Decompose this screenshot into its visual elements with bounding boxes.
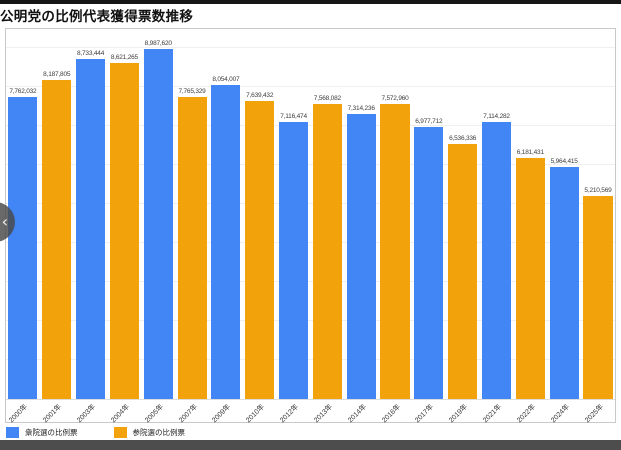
legend-swatch-icon xyxy=(113,427,127,438)
bar-slot: 7,572,960 xyxy=(378,29,412,399)
bar-slot: 7,568,082 xyxy=(310,29,344,399)
x-axis-tick-label: 2000年 xyxy=(8,403,30,425)
chart-card: 7,762,032 8,187,805 8,733,444 8,621,265 8,98… xyxy=(5,28,616,425)
x-axis-tick-label: 2013年 xyxy=(312,403,334,425)
gridline xyxy=(6,125,615,127)
bar-slot: 8,621,265 xyxy=(107,29,141,399)
gridline xyxy=(6,47,615,49)
gridline xyxy=(6,164,615,166)
bar-value-label: 7,572,960 xyxy=(381,95,409,103)
bar-value-label: 7,762,032 xyxy=(9,87,37,95)
x-axis-tick-label: 2010年 xyxy=(245,403,267,425)
legend: 衆院選の比例票 参院選の比例票 xyxy=(6,426,221,439)
bar-value-label: 7,116,474 xyxy=(280,112,307,120)
x-axis-tick-label: 2019年 xyxy=(448,403,470,425)
bar-value-label: 7,314,236 xyxy=(347,105,375,113)
top-black-bar xyxy=(0,0,621,4)
bar-slot: 7,765,329 xyxy=(175,29,209,399)
bars-row: 7,762,032 8,187,805 8,733,444 8,621,265 8,98… xyxy=(6,29,615,399)
x-axis-tick-label: 2022年 xyxy=(515,403,537,425)
x-axis-tick-label: 2014年 xyxy=(346,403,368,425)
x-axis-tick-label: 2007年 xyxy=(177,403,199,425)
bar-2013年[interactable] xyxy=(312,104,342,399)
bar-slot: 6,977,712 xyxy=(412,29,446,399)
bar-2025年[interactable] xyxy=(583,196,613,399)
bar-slot: 7,639,432 xyxy=(243,29,277,399)
x-axis-labels: 2000年 2001年 2003年 2004年 2005年 2007年 2009年 2010年… xyxy=(6,399,615,425)
bar-slot: 8,054,007 xyxy=(209,29,243,399)
bar-value-label: 6,181,431 xyxy=(516,149,544,157)
gridline xyxy=(6,359,615,361)
x-axis-tick-label: 2024年 xyxy=(549,403,571,425)
bar-2005年[interactable] xyxy=(143,48,173,399)
bar-slot: 7,762,032 xyxy=(6,29,40,399)
bar-2004年[interactable] xyxy=(109,63,139,399)
bar-2007年[interactable] xyxy=(177,96,207,399)
gridline xyxy=(6,86,615,88)
bar-value-label: 8,987,620 xyxy=(144,39,172,47)
bar-slot: 8,733,444 xyxy=(74,29,108,399)
bar-2017年[interactable] xyxy=(414,127,444,399)
bar-slot: 6,181,431 xyxy=(513,29,547,399)
gridline xyxy=(6,281,615,283)
bar-value-label: 6,536,336 xyxy=(449,135,477,143)
bar-slot: 5,964,415 xyxy=(547,29,581,399)
bar-2012年[interactable] xyxy=(279,121,309,399)
chart-title: 公明党の比例代表獲得票数推移 xyxy=(0,9,194,24)
legend-swatch-icon xyxy=(6,427,19,438)
bar-value-label: 8,621,265 xyxy=(110,54,138,62)
legend-item-1[interactable]: 参院選の比例票 xyxy=(113,427,186,438)
gridline xyxy=(6,320,615,322)
bar-slot: 6,536,336 xyxy=(446,29,480,399)
x-axis-tick-label: 2004年 xyxy=(109,403,131,425)
bar-2009年[interactable] xyxy=(211,85,241,399)
bar-2003年[interactable] xyxy=(76,58,106,399)
bar-2001年[interactable] xyxy=(42,80,72,399)
plot-area: 7,762,032 8,187,805 8,733,444 8,621,265 8,98… xyxy=(6,29,615,400)
legend-label: 参院選の比例票 xyxy=(132,428,186,437)
bar-value-label: 7,114,282 xyxy=(483,112,510,120)
gridline xyxy=(6,242,615,244)
x-axis-tick-label: 2009年 xyxy=(211,403,233,425)
x-axis-tick-label: 2017年 xyxy=(414,403,436,425)
bar-slot: 8,987,620 xyxy=(141,29,175,399)
bar-value-label: 8,054,007 xyxy=(212,76,240,84)
bar-value-label: 8,733,444 xyxy=(77,49,105,57)
bar-value-label: 7,639,432 xyxy=(246,92,274,100)
bar-2021年[interactable] xyxy=(481,121,512,399)
x-axis-tick-label: 2025年 xyxy=(583,403,605,425)
bar-2014年[interactable] xyxy=(346,114,376,399)
bar-2024年[interactable] xyxy=(549,166,579,399)
bar-2010年[interactable] xyxy=(245,101,275,399)
legend-item-0[interactable]: 衆院選の比例票 xyxy=(6,427,78,438)
bar-2022年[interactable] xyxy=(515,158,545,399)
bar-value-label: 7,765,329 xyxy=(178,87,206,95)
bar-slot: 5,210,569 xyxy=(581,29,615,399)
legend-label: 衆院選の比例票 xyxy=(25,428,78,437)
x-axis-tick-label: 2001年 xyxy=(42,403,64,425)
x-axis-tick-label: 2016年 xyxy=(380,403,402,425)
bar-value-label: 5,210,569 xyxy=(584,187,612,195)
gridline xyxy=(6,203,615,205)
bar-2016年[interactable] xyxy=(380,104,410,399)
bar-2019年[interactable] xyxy=(448,144,478,399)
bar-value-label: 6,977,712 xyxy=(415,118,443,126)
gridlines xyxy=(6,29,615,399)
bar-slot: 8,187,805 xyxy=(40,29,74,399)
x-axis-tick-label: 2012年 xyxy=(279,403,300,425)
bar-value-label: 7,568,082 xyxy=(313,95,341,103)
bar-value-label: 8,187,805 xyxy=(43,71,71,79)
bottom-dark-bar xyxy=(0,440,621,450)
bar-value-label: 5,964,415 xyxy=(550,157,578,165)
bar-2000年[interactable] xyxy=(8,96,38,399)
bar-slot: 7,314,236 xyxy=(344,29,378,399)
bar-slot: 7,116,474 xyxy=(277,29,311,399)
carousel-prev-button[interactable]: ‹ xyxy=(0,202,15,242)
x-axis-tick-label: 2003年 xyxy=(76,403,97,425)
bar-slot: 7,114,282 xyxy=(480,29,514,399)
x-axis-tick-label: 2021年 xyxy=(482,403,503,425)
x-axis-tick-label: 2005年 xyxy=(143,403,165,425)
chevron-left-icon: ‹ xyxy=(1,212,8,231)
